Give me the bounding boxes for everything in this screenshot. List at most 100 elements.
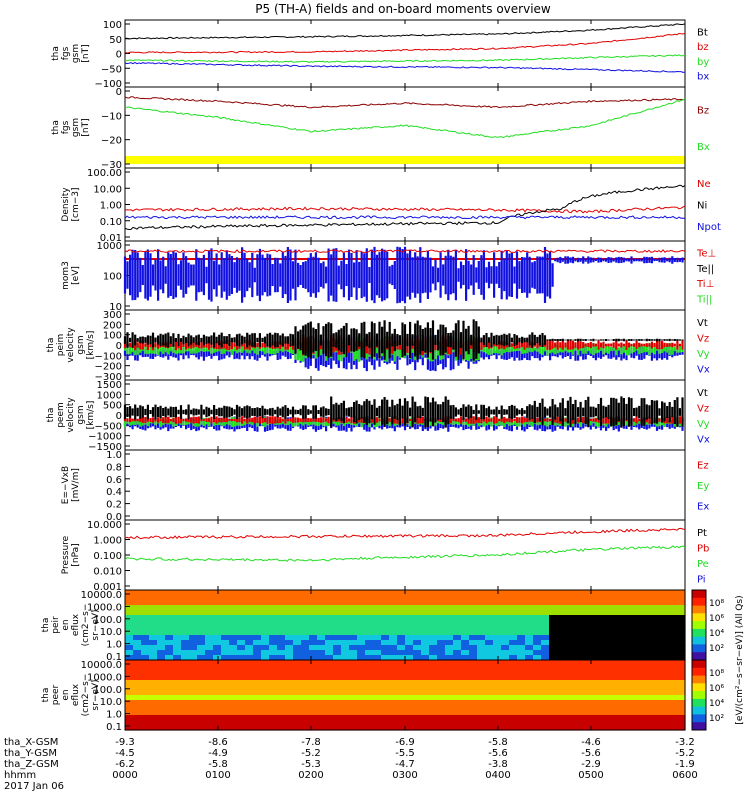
heatmap-cell <box>389 695 398 701</box>
heatmap-cell <box>581 705 590 711</box>
heatmap-cell <box>581 620 590 626</box>
heatmap-cell <box>629 665 638 671</box>
heatmap-cell <box>477 695 486 701</box>
heatmap-cell <box>573 635 582 641</box>
heatmap-cell <box>141 650 150 656</box>
heatmap-cell <box>445 685 454 691</box>
heatmap-cell <box>333 725 342 731</box>
heatmap-cell <box>213 595 222 601</box>
heatmap-cell <box>141 655 150 661</box>
heatmap-cell <box>309 720 318 726</box>
heatmap-cell <box>405 685 414 691</box>
heatmap-cell <box>485 715 494 721</box>
heatmap-cell <box>301 650 310 656</box>
heatmap-cell <box>253 605 262 611</box>
heatmap-cell <box>405 720 414 726</box>
heatmap-cell <box>613 710 622 716</box>
heatmap-cell <box>141 635 150 641</box>
heatmap-cell <box>453 610 462 616</box>
heatmap-cell <box>269 630 278 636</box>
heatmap-cell <box>501 680 510 686</box>
heatmap-cell <box>365 725 374 731</box>
heatmap-cell <box>325 685 334 691</box>
legend-vx: Vx <box>697 434 710 445</box>
heatmap-cell <box>541 705 550 711</box>
y-axis-label-line: gsm <box>76 335 86 354</box>
heatmap-cell <box>269 625 278 631</box>
heatmap-cell <box>549 660 558 666</box>
y-tick-label: 0.010 <box>93 567 122 578</box>
y-tick-label: 100 <box>103 331 122 342</box>
heatmap-cell <box>285 675 294 681</box>
heatmap-cell <box>325 715 334 721</box>
heatmap-cell <box>421 645 430 651</box>
colorbar-swatch <box>692 660 706 669</box>
y-tick-label: −100 <box>95 79 122 90</box>
y-tick-label: 100.0 <box>93 685 122 696</box>
heatmap-cell <box>597 650 606 656</box>
colorbar-tick-label: 10⁴ <box>709 699 724 709</box>
heatmap-cell <box>269 690 278 696</box>
heatmap-cell <box>453 590 462 596</box>
heatmap-cell <box>309 690 318 696</box>
heatmap-cell <box>173 720 182 726</box>
heatmap-cell <box>373 690 382 696</box>
heatmap-cell <box>189 600 198 606</box>
heatmap-cell <box>477 700 486 706</box>
heatmap-cell <box>277 610 286 616</box>
heatmap-cell <box>493 640 502 646</box>
heatmap-cell <box>461 635 470 641</box>
heatmap-cell <box>509 605 518 611</box>
heatmap-cell <box>637 590 646 596</box>
heatmap-cell <box>469 700 478 706</box>
heatmap-cell <box>589 620 598 626</box>
heatmap-cell <box>349 595 358 601</box>
heatmap-cell <box>245 685 254 691</box>
heatmap-cell <box>349 725 358 731</box>
heatmap-cell <box>309 695 318 701</box>
heatmap-cell <box>173 700 182 706</box>
footer-date: 2017 Jan 06 <box>4 781 64 792</box>
heatmap-cell <box>325 675 334 681</box>
heatmap-cell <box>189 665 198 671</box>
heatmap-cell <box>357 720 366 726</box>
heatmap-cell <box>669 630 678 636</box>
heatmap-cell <box>125 685 134 691</box>
heatmap-cell <box>581 700 590 706</box>
heatmap-cell <box>141 710 150 716</box>
y-axis-label-line: (cm2−s− <box>81 604 91 647</box>
heatmap-cell <box>165 720 174 726</box>
heatmap-cell <box>309 660 318 666</box>
heatmap-cell <box>501 690 510 696</box>
heatmap-cell <box>533 640 542 646</box>
heatmap-cell <box>517 685 526 691</box>
heatmap-cell <box>517 710 526 716</box>
heatmap-cell <box>549 670 558 676</box>
heatmap-cell <box>333 605 342 611</box>
heatmap-cell <box>277 695 286 701</box>
y-tick-label: 50 <box>109 35 122 46</box>
heatmap-cell <box>445 590 454 596</box>
heatmap-cell <box>621 640 630 646</box>
heatmap-cell <box>461 675 470 681</box>
heatmap-cell <box>181 615 190 621</box>
heatmap-cell <box>397 660 406 666</box>
heatmap-cell <box>589 670 598 676</box>
heatmap-cell <box>573 720 582 726</box>
heatmap-cell <box>125 720 134 726</box>
heatmap-cell <box>629 655 638 661</box>
heatmap-cell <box>477 665 486 671</box>
heatmap-cell <box>421 655 430 661</box>
heatmap-cell <box>141 715 150 721</box>
heatmap-cell <box>397 615 406 621</box>
heatmap-cell <box>613 720 622 726</box>
y-axis-label-line: Density <box>61 187 71 222</box>
heatmap-cell <box>645 665 654 671</box>
heatmap-cell <box>485 720 494 726</box>
y-axis-label: tha fgs gsm [nT] <box>51 118 91 137</box>
heatmap-cell <box>677 625 686 631</box>
heatmap-cell <box>213 695 222 701</box>
heatmap-cell <box>341 715 350 721</box>
heatmap-cell <box>389 670 398 676</box>
